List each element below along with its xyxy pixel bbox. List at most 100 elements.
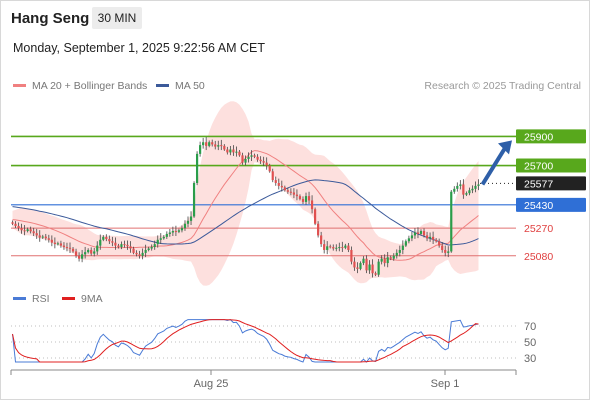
candle-body (117, 245, 120, 248)
candle-body (23, 230, 26, 232)
candle-body (114, 242, 117, 246)
candle-body (347, 245, 350, 250)
candle-body (65, 247, 69, 249)
level-chip-25900 (516, 129, 586, 144)
candle-body (38, 235, 41, 238)
candle-body (428, 236, 432, 239)
candle-body (199, 145, 202, 154)
candle-body (286, 190, 289, 192)
level-label-25430: 25430 (524, 200, 553, 212)
level-label-25270: 25270 (524, 223, 553, 235)
copyright: Research © 2025 Trading Central (424, 80, 581, 92)
level-label-25577: 25577 (524, 178, 553, 190)
candle-body (189, 216, 193, 221)
candle-body (208, 142, 211, 146)
candle-body (362, 258, 365, 264)
candle-body (96, 245, 99, 252)
candle-body (68, 247, 72, 249)
rsi-tick-label: 70 (524, 321, 536, 333)
candle-body (459, 184, 462, 186)
candle-body (274, 180, 277, 183)
candle-body (389, 257, 392, 259)
level-label-25900: 25900 (524, 131, 553, 143)
candle-body (223, 145, 226, 150)
interval-button[interactable]: 30 MIN (92, 7, 142, 29)
candle-body (441, 245, 444, 250)
candle-body (298, 196, 302, 200)
candle-body (371, 264, 374, 274)
candle-body (419, 231, 423, 234)
candle-body (283, 187, 286, 191)
candle-body (11, 222, 14, 224)
candle-body (289, 191, 292, 193)
candle-body (147, 248, 150, 250)
header: Hang Seng 30 MIN (0, 0, 590, 36)
candle-body (410, 235, 414, 239)
level-label-25080: 25080 (524, 251, 553, 263)
candle-body (353, 261, 356, 268)
candle-body (310, 200, 314, 210)
candle-body (90, 249, 93, 254)
candle-body (271, 171, 274, 181)
candle-body (320, 235, 323, 245)
candle-body (20, 228, 23, 231)
candle-body (102, 236, 105, 240)
candle-body (120, 244, 123, 248)
candle-body (422, 231, 426, 236)
candle-body (165, 233, 168, 237)
candle-body (14, 223, 17, 226)
x-tick-label: Aug 25 (194, 378, 229, 390)
rsi-9ma-line (12, 319, 479, 363)
candle-body (447, 251, 450, 253)
candle-body (226, 149, 229, 153)
candle-body (129, 246, 132, 249)
candle-body (29, 229, 32, 232)
level-label-25700: 25700 (524, 161, 553, 173)
candle-body (432, 236, 435, 240)
candle-body (253, 155, 256, 157)
candle-body (217, 145, 220, 147)
candle-body (99, 239, 102, 246)
candle-body (407, 238, 410, 242)
candle-body (262, 161, 265, 163)
forecast-arrow-shaft (480, 145, 508, 186)
candle-body (256, 156, 259, 160)
candle-body (365, 258, 368, 271)
candle-body (241, 155, 244, 163)
candle-body (425, 235, 429, 239)
candle-body (301, 199, 305, 202)
candle-body (180, 228, 184, 231)
candle-body (307, 196, 311, 201)
candle-body (247, 156, 250, 159)
rsi-tick-label: 30 (524, 353, 536, 365)
ma20-swatch (13, 83, 26, 87)
candle-body (380, 258, 383, 262)
candle-body (438, 241, 441, 246)
candle-body (401, 245, 404, 250)
candle-body (292, 192, 296, 195)
candle-body (81, 254, 84, 259)
level-chip-25700 (516, 158, 586, 173)
legend-ma50: MA 50 (156, 80, 205, 92)
bollinger-band (12, 101, 479, 286)
candle-body (359, 263, 362, 269)
rsi-legend-label: RSI (32, 293, 50, 305)
candle-body (404, 241, 407, 246)
candle-body (344, 245, 347, 248)
candle-body (313, 209, 317, 224)
level-chip-25430 (516, 197, 586, 212)
candle-body (326, 246, 329, 250)
candle-body (329, 246, 332, 248)
candle-body (453, 188, 456, 192)
candle-body (450, 191, 453, 252)
candle-body (383, 258, 386, 264)
rsi-line (12, 319, 479, 363)
candle-body (338, 247, 341, 249)
candle-body (413, 232, 417, 236)
candle-body (202, 142, 205, 146)
candle-body (87, 249, 90, 253)
legend-9ma: 9MA (62, 293, 103, 305)
candle-body (386, 257, 389, 264)
candle-body (162, 236, 165, 239)
